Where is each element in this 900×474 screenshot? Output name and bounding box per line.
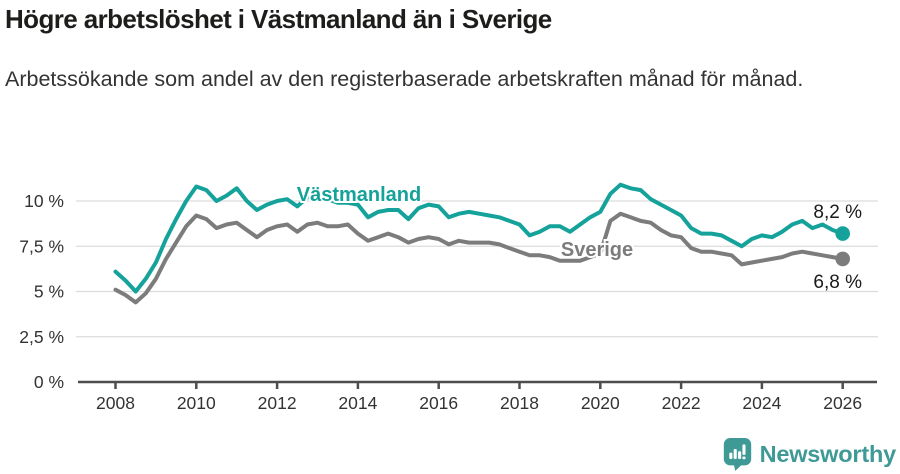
x-axis-tick-label: 2026 <box>823 393 862 413</box>
x-axis-tick-label: 2018 <box>500 393 539 413</box>
x-axis-tick-label: 2008 <box>96 393 135 413</box>
x-axis-tick-label: 2016 <box>419 393 458 413</box>
series-label-vastmanland: Västmanland <box>297 184 421 206</box>
newsworthy-logo-icon <box>723 438 751 471</box>
end-dot-vastmanland <box>835 226 850 241</box>
series-line-vastmanland <box>113 182 845 294</box>
end-value-label-sverige: 6,8 % <box>813 272 862 293</box>
x-axis-tick-label: 2020 <box>581 393 620 413</box>
x-axis-tick-label: 2012 <box>258 393 297 413</box>
brand-name: Newsworthy <box>759 440 897 467</box>
y-axis-tick-label: 0 % <box>34 372 64 392</box>
page-title: Högre arbetslöshet i Västmanland än i Sv… <box>5 4 552 34</box>
end-value-label-vastmanland: 8,2 % <box>813 202 862 223</box>
y-axis-tick-label: 10 % <box>24 191 64 211</box>
newsworthy-branding[interactable]: Newsworthy <box>722 437 896 471</box>
x-axis-tick-label: 2024 <box>742 393 781 413</box>
y-axis-tick-label: 5 % <box>34 282 64 302</box>
series-label-sverige: Sverige <box>561 239 633 261</box>
chart-subtitle: Arbetssökande som andel av den registerb… <box>5 67 804 91</box>
x-axis-tick-label: 2022 <box>662 393 701 413</box>
y-axis-tick-label: 2,5 % <box>19 327 64 347</box>
x-axis-tick-label: 2010 <box>177 393 216 413</box>
end-dot-sverige <box>835 251 850 267</box>
unemployment-line-chart: 10 % 7,5 % 5 % 2,5 % 0 % 2008 2010 2012 2014 2016… <box>19 182 878 413</box>
y-axis-tick-label: 7,5 % <box>19 236 64 256</box>
x-axis-tick-label: 2014 <box>338 393 377 413</box>
series-line-sverige <box>113 211 845 305</box>
